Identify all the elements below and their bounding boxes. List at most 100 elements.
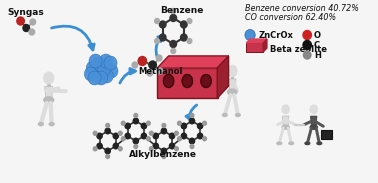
Circle shape xyxy=(141,133,147,139)
Circle shape xyxy=(187,18,192,23)
Circle shape xyxy=(30,19,36,25)
Text: CO conversion 62.40%: CO conversion 62.40% xyxy=(245,13,336,22)
Circle shape xyxy=(161,128,167,134)
Circle shape xyxy=(113,143,118,149)
Circle shape xyxy=(169,143,175,149)
Circle shape xyxy=(134,113,138,117)
Circle shape xyxy=(197,133,203,139)
Circle shape xyxy=(181,21,187,28)
Text: Benzene: Benzene xyxy=(160,6,203,15)
Circle shape xyxy=(178,137,181,141)
Circle shape xyxy=(304,51,311,59)
Ellipse shape xyxy=(317,142,322,145)
Ellipse shape xyxy=(228,89,237,95)
Circle shape xyxy=(93,147,97,151)
Circle shape xyxy=(162,124,166,128)
Text: Methanol: Methanol xyxy=(139,67,183,76)
Polygon shape xyxy=(229,79,236,93)
Circle shape xyxy=(170,14,177,21)
Circle shape xyxy=(203,137,206,141)
Circle shape xyxy=(189,118,195,124)
Circle shape xyxy=(175,131,178,135)
Circle shape xyxy=(104,56,117,70)
Circle shape xyxy=(106,124,110,128)
Ellipse shape xyxy=(44,72,54,84)
Circle shape xyxy=(113,133,118,139)
Circle shape xyxy=(160,21,166,28)
Ellipse shape xyxy=(49,123,54,126)
Circle shape xyxy=(93,131,97,135)
Circle shape xyxy=(88,71,101,85)
Polygon shape xyxy=(157,56,229,68)
Circle shape xyxy=(23,25,29,31)
Circle shape xyxy=(99,54,112,68)
Circle shape xyxy=(162,154,166,158)
Ellipse shape xyxy=(310,105,318,113)
Circle shape xyxy=(17,17,24,25)
Text: H: H xyxy=(314,51,321,61)
Circle shape xyxy=(98,62,110,76)
Circle shape xyxy=(105,64,118,78)
Circle shape xyxy=(125,133,130,139)
Circle shape xyxy=(190,113,194,117)
Ellipse shape xyxy=(282,105,289,113)
Circle shape xyxy=(149,147,153,151)
Circle shape xyxy=(245,29,255,40)
Polygon shape xyxy=(217,56,229,98)
Ellipse shape xyxy=(182,74,192,87)
Ellipse shape xyxy=(277,142,282,145)
Polygon shape xyxy=(263,39,267,52)
Circle shape xyxy=(141,123,147,129)
Circle shape xyxy=(175,147,178,151)
Circle shape xyxy=(197,123,203,129)
Circle shape xyxy=(161,148,167,154)
Circle shape xyxy=(121,137,125,141)
Circle shape xyxy=(171,48,176,53)
Circle shape xyxy=(303,40,311,49)
Circle shape xyxy=(178,121,181,125)
Circle shape xyxy=(189,138,195,144)
Circle shape xyxy=(89,54,102,68)
Circle shape xyxy=(97,143,102,149)
Circle shape xyxy=(125,123,130,129)
Polygon shape xyxy=(311,116,317,128)
Circle shape xyxy=(149,61,156,69)
Ellipse shape xyxy=(305,142,310,145)
Circle shape xyxy=(169,133,175,139)
FancyBboxPatch shape xyxy=(157,68,218,98)
Ellipse shape xyxy=(222,113,227,117)
Circle shape xyxy=(147,137,150,141)
Circle shape xyxy=(203,121,206,125)
FancyBboxPatch shape xyxy=(246,43,263,52)
Polygon shape xyxy=(246,39,267,43)
Circle shape xyxy=(29,29,35,35)
Text: Beta zeolite: Beta zeolite xyxy=(270,45,327,54)
Circle shape xyxy=(181,34,187,41)
Circle shape xyxy=(170,40,177,48)
Circle shape xyxy=(134,145,138,148)
Circle shape xyxy=(106,154,110,158)
Circle shape xyxy=(187,38,192,44)
Circle shape xyxy=(92,57,105,71)
Circle shape xyxy=(99,59,112,73)
Ellipse shape xyxy=(235,113,240,117)
Polygon shape xyxy=(45,86,53,101)
Circle shape xyxy=(132,62,138,68)
Text: Syngas: Syngas xyxy=(8,8,44,17)
Circle shape xyxy=(94,66,107,80)
Circle shape xyxy=(133,118,138,124)
Circle shape xyxy=(105,128,110,134)
Circle shape xyxy=(155,18,160,23)
Ellipse shape xyxy=(289,142,294,145)
Circle shape xyxy=(94,71,108,85)
Circle shape xyxy=(147,70,153,76)
Circle shape xyxy=(86,61,99,75)
Circle shape xyxy=(138,57,147,66)
Circle shape xyxy=(121,121,125,125)
Circle shape xyxy=(153,133,158,139)
Circle shape xyxy=(181,133,186,139)
Circle shape xyxy=(97,133,102,139)
Ellipse shape xyxy=(44,97,54,103)
Circle shape xyxy=(105,148,110,154)
Ellipse shape xyxy=(310,125,318,129)
